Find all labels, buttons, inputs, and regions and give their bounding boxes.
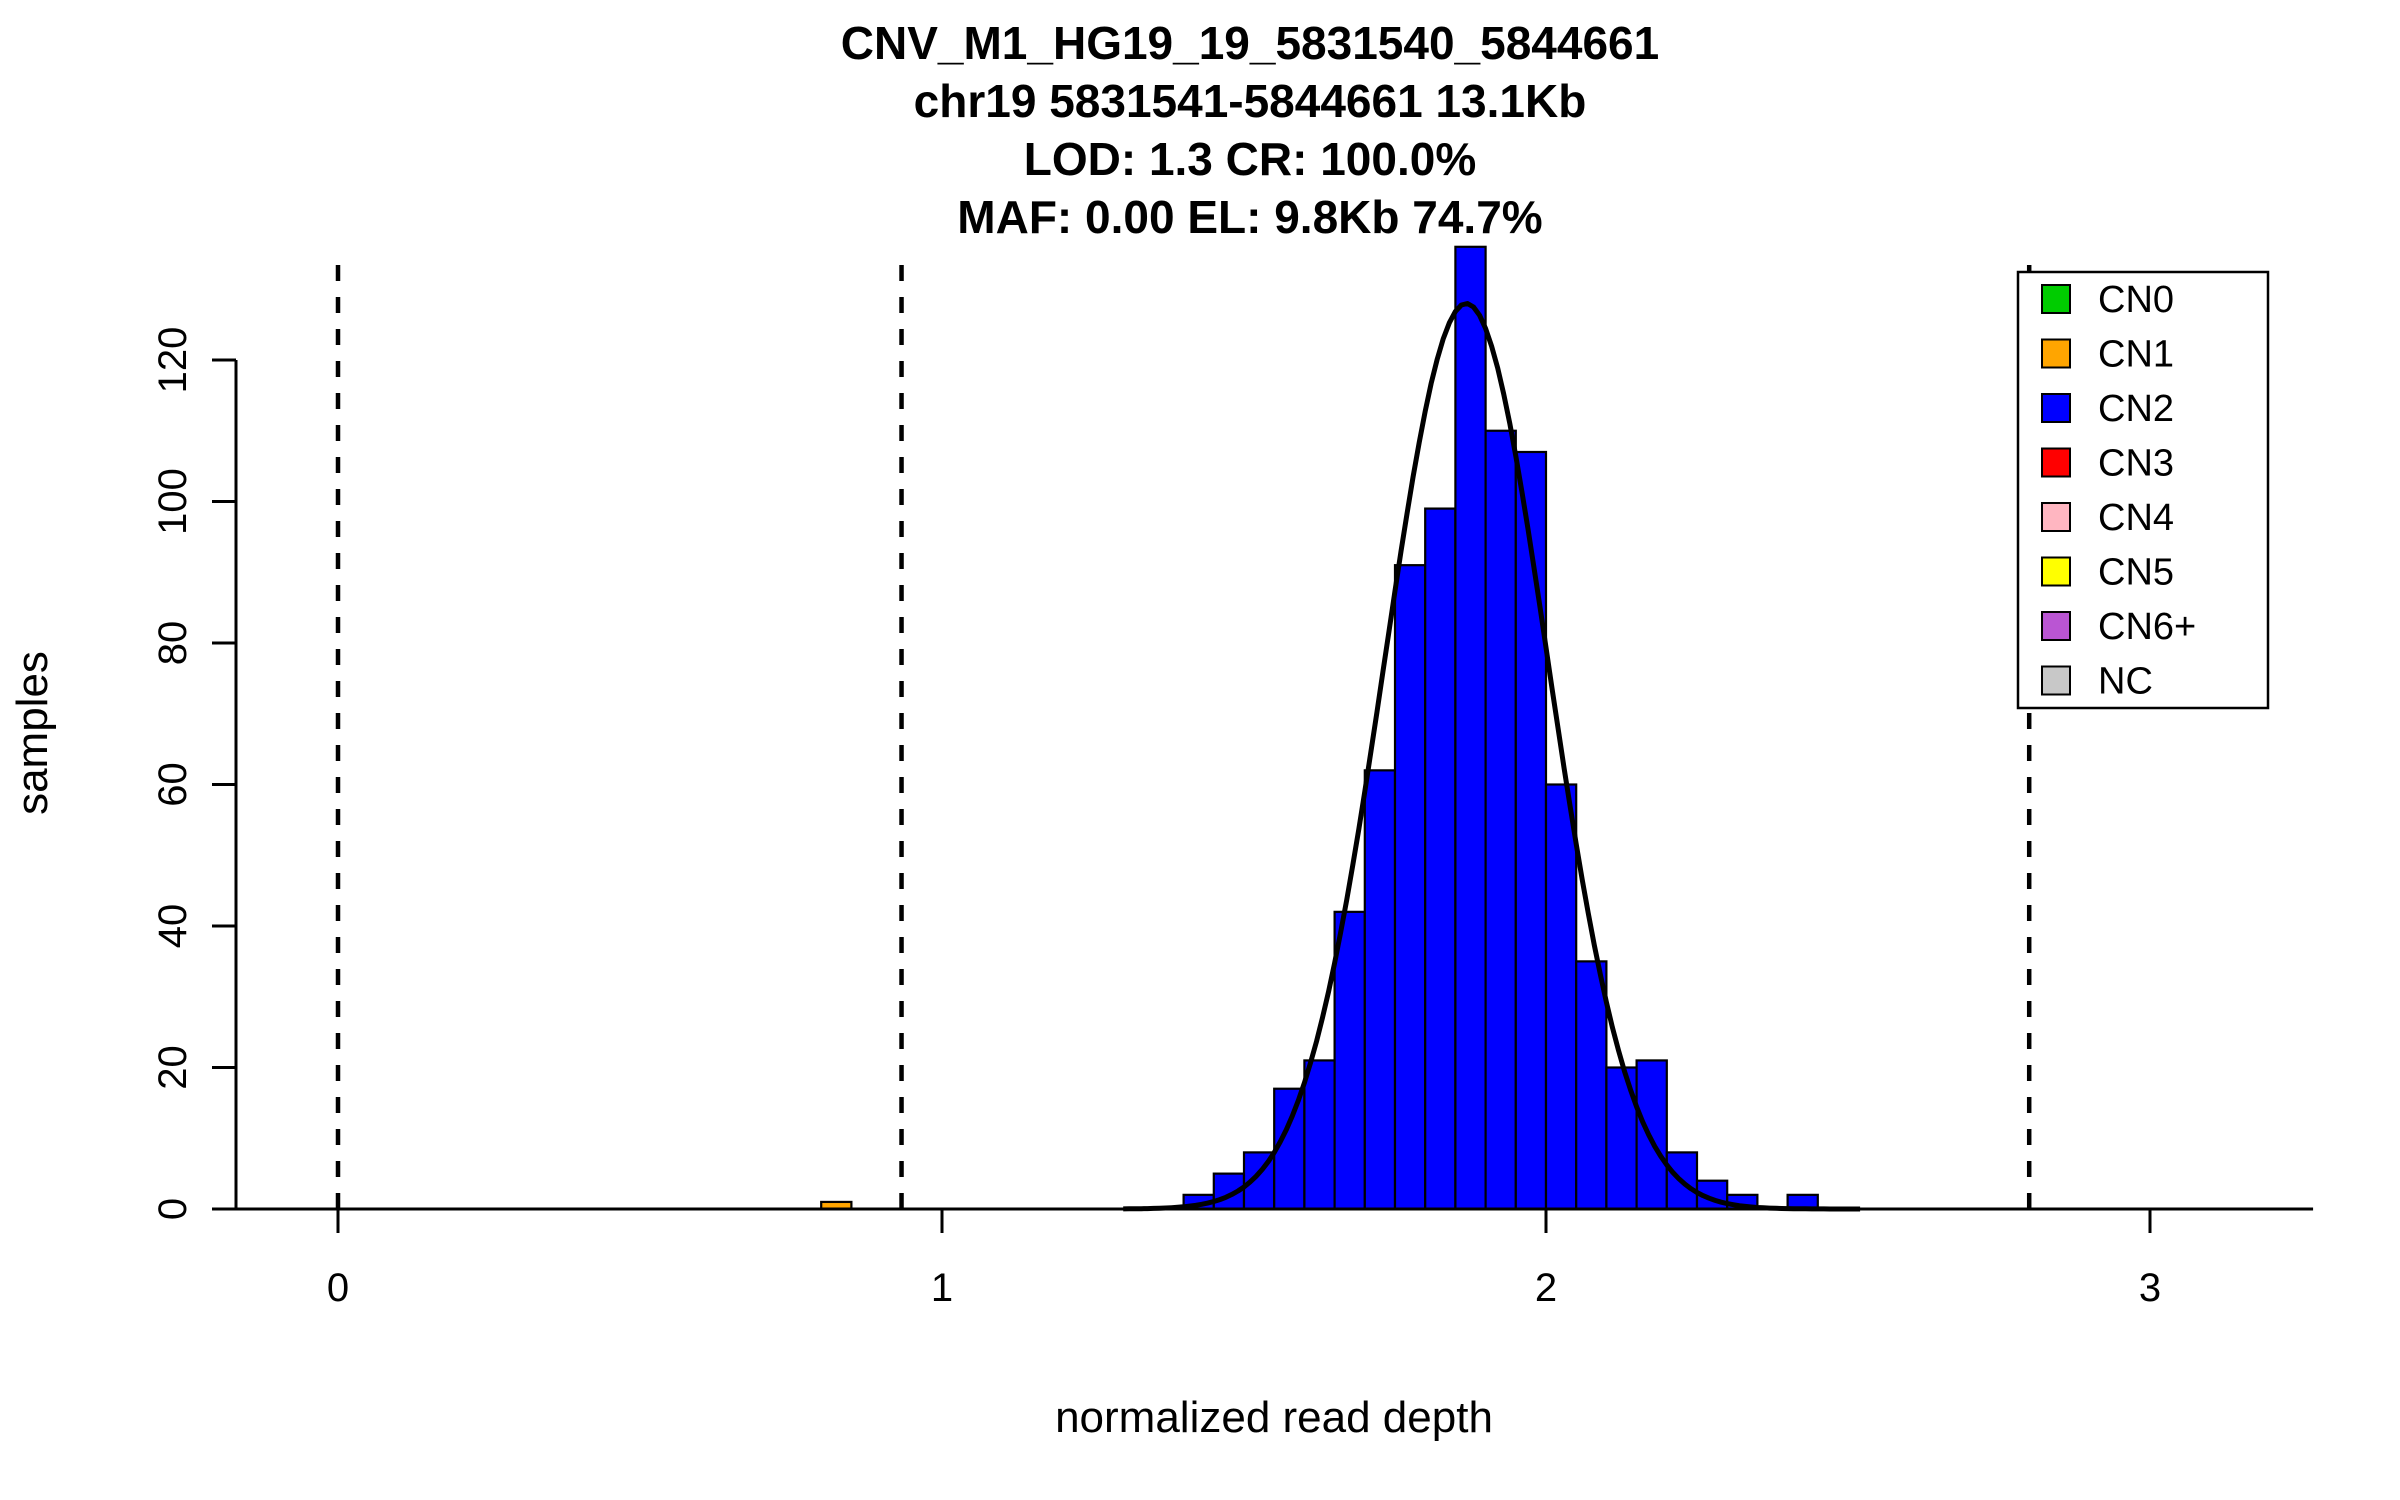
legend-swatch-cn5	[2041, 556, 2071, 587]
legend-swatch-cn1	[2041, 338, 2071, 369]
gaussian-fit-curve	[1123, 301, 1861, 1212]
y-tick-label: 60	[151, 762, 195, 807]
histogram-bar	[1393, 564, 1427, 1211]
legend-swatch-cn0	[2041, 284, 2071, 314]
x-tick-label: 2	[1535, 1266, 1557, 1310]
legend-label-cn0: CN0	[2098, 279, 2174, 321]
y-tick-label: 100	[151, 468, 195, 535]
histogram-bar	[1635, 1059, 1668, 1211]
legend-swatch-cn4	[2041, 502, 2071, 532]
y-tick-label: 0	[151, 1198, 195, 1220]
legend-swatch-nc	[2041, 665, 2071, 696]
legend: CN0 CN1 CN2 CN3 CN4 CN5 CN6+ NC	[2016, 270, 2270, 710]
y-axis-label: samples	[8, 651, 57, 815]
chart-title-line-1: CNV_M1_HG19_19_5831540_5844661	[841, 17, 1659, 69]
legend-label-cn1: CN1	[2098, 334, 2174, 376]
x-axis-label: normalized read depth	[1055, 1393, 1493, 1442]
legend-label-cn5: CN5	[2098, 552, 2174, 594]
y-tick-label: 20	[151, 1045, 195, 1090]
histogram-bar	[1454, 245, 1487, 1211]
legend-label-cn2: CN2	[2098, 388, 2174, 430]
legend-swatch-cn2	[2041, 393, 2071, 423]
legend-swatch-cn6plus	[2041, 611, 2071, 641]
histogram-bar	[1363, 769, 1397, 1211]
chart-title-line-2: chr19 5831541-5844661 13.1Kb	[914, 75, 1587, 127]
y-tick-label: 80	[151, 621, 195, 666]
legend-label-cn6plus: CN6+	[2098, 606, 2196, 648]
chart-title-line-4: MAF: 0.00 EL: 9.8Kb 74.7%	[957, 191, 1542, 243]
y-tick-label: 120	[151, 327, 195, 394]
plot-axes: 0 1 2 3 0 20 40 60 80 100 120	[151, 327, 2314, 1310]
x-tick-label: 0	[327, 1266, 349, 1310]
histogram-bar	[1303, 1059, 1336, 1211]
legend-label-cn3: CN3	[2098, 443, 2174, 485]
histogram-bar	[1333, 910, 1366, 1211]
chart-title-line-3: LOD: 1.3 CR: 100.0%	[1024, 133, 1476, 185]
x-tick-label: 3	[2139, 1266, 2161, 1310]
histogram-bar	[1575, 960, 1608, 1211]
legend-label-nc: NC	[2098, 661, 2153, 703]
cluster-mean-dashed-lines	[335, 258, 2032, 1209]
legend-label-cn4: CN4	[2098, 497, 2174, 539]
y-tick-label: 40	[151, 904, 195, 949]
histogram-bars	[820, 245, 1819, 1211]
histogram-bar	[1514, 450, 1548, 1211]
x-tick-label: 1	[931, 1266, 953, 1310]
fit-curve-path	[1123, 301, 1861, 1212]
histogram-bar	[1424, 507, 1457, 1211]
legend-swatch-cn3	[2041, 447, 2071, 478]
histogram-bar	[1484, 429, 1517, 1211]
histogram-bar	[1544, 783, 1578, 1211]
